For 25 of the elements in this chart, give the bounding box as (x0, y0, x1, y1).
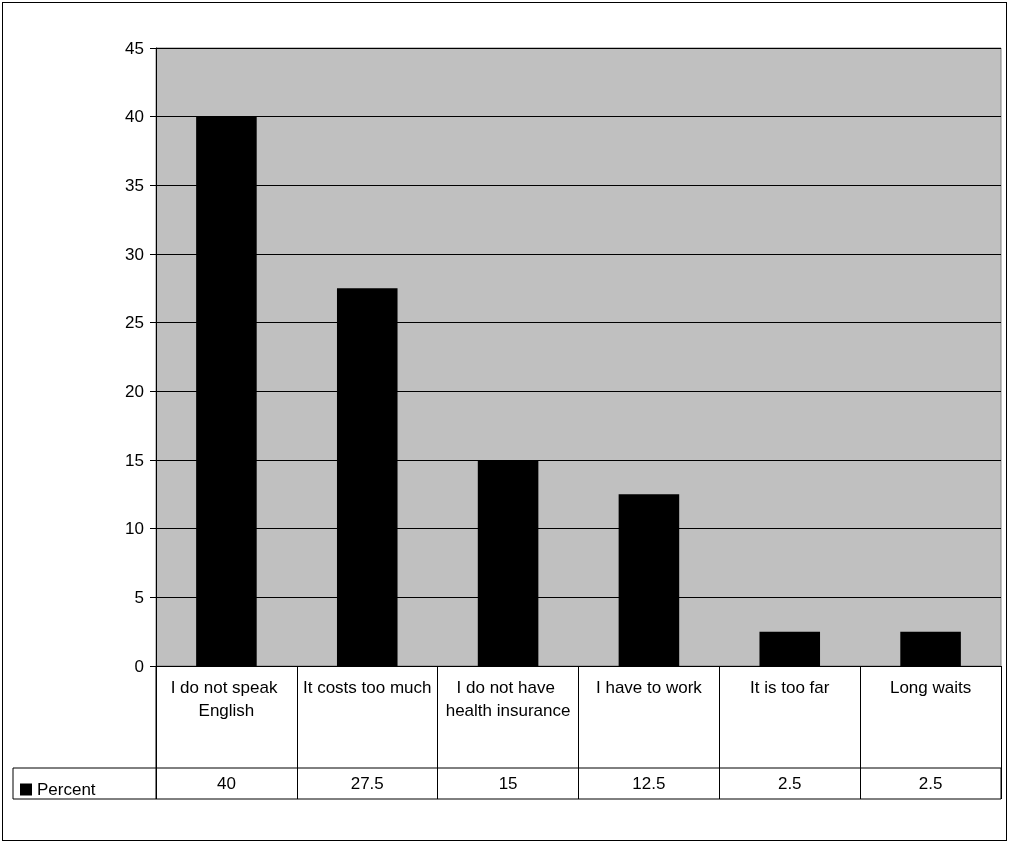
x-tick-label: It is too far (750, 678, 830, 697)
y-tick-label: 10 (125, 519, 144, 539)
legend-label: Percent (37, 780, 96, 799)
data-label: 40 (216, 774, 236, 793)
y-tick-label: 40 (125, 107, 144, 127)
bar (759, 631, 821, 666)
x-tick-label: I have to work (596, 678, 703, 697)
data-label: 15 (498, 774, 518, 793)
x-tick-label: I do not have health insurance (445, 678, 571, 720)
y-tick-label: 45 (125, 38, 144, 58)
y-tick-label: 35 (125, 175, 144, 195)
data-label: 27.5 (350, 774, 384, 793)
x-tick-label: Long waits (889, 678, 972, 697)
data-label: 2.5 (777, 774, 802, 793)
y-tick-label: 20 (125, 381, 144, 401)
data-label: 12.5 (632, 774, 666, 793)
data-label: 2.5 (918, 774, 943, 793)
bar (900, 631, 961, 666)
y-tick-label: 15 (125, 450, 144, 470)
x-tick-label: It costs too much (303, 678, 432, 697)
y-tick-label: 5 (134, 587, 144, 607)
y-tick-label: 30 (125, 244, 144, 264)
y-tick-label: 0 (134, 656, 144, 676)
y-tick-label: 25 (125, 313, 144, 333)
x-tick-label: I do not speak English (170, 678, 283, 720)
